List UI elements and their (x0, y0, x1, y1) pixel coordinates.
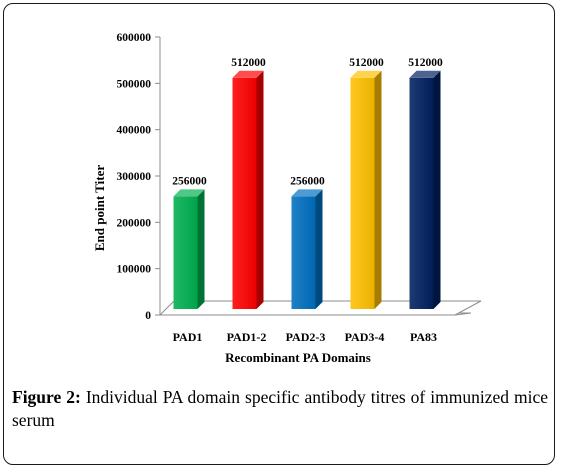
figure-frame (3, 3, 555, 465)
bar-chart: 0 100000 200000 300000 400000 500000 600000 25… (92, 32, 482, 365)
bar-front (173, 196, 198, 309)
x-tick-label-pad1-2: PAD1-2 (227, 330, 267, 344)
bar-front (291, 196, 316, 309)
y-tick-label: 500000 (117, 78, 152, 90)
bar-pad3-4 (350, 70, 382, 309)
bar-pad1 (173, 189, 205, 309)
bar-side (197, 189, 205, 309)
data-label-pad2-3: 256000 (290, 175, 325, 187)
y-tick-label: 400000 (117, 125, 152, 137)
y-axis-label: End point Titer (92, 165, 107, 251)
bar-top (350, 70, 382, 78)
x-tick-label-pad2-3: PAD2-3 (286, 330, 326, 344)
bar-front (232, 77, 257, 309)
bar-side (374, 70, 382, 309)
chart: 0 100000 200000 300000 400000 500000 600000 25… (92, 32, 482, 365)
figure-caption: Figure 2: Individual PA domain specific … (12, 386, 548, 432)
bar-side (315, 189, 323, 309)
data-label-pad3-4: 512000 (349, 57, 384, 69)
bar-pad2-3 (291, 189, 323, 309)
bar-top (291, 189, 323, 197)
figure-caption-text: Individual PA domain specific antibody t… (12, 387, 548, 430)
x-tick-label-pad1: PAD1 (173, 330, 203, 344)
figure-caption-label: Figure 2: (12, 387, 81, 407)
data-label-pad1: 256000 (172, 175, 207, 187)
x-tick-label-pa83: PA83 (410, 330, 437, 344)
x-axis-label: Recombinant PA Domains (225, 350, 371, 365)
y-tick-label: 600000 (117, 32, 152, 44)
bar-top (173, 189, 205, 197)
y-tick-label: 0 (145, 310, 151, 322)
bar-top (409, 70, 441, 78)
bar-side (433, 70, 441, 309)
y-tick-label: 200000 (117, 217, 152, 229)
data-label-pad1-2: 512000 (231, 57, 266, 69)
x-tick-label-pad3-4: PAD3-4 (345, 330, 385, 344)
data-label-pa83: 512000 (408, 57, 443, 69)
bar-top (232, 70, 264, 78)
y-tick-label: 100000 (117, 264, 152, 276)
bar-front (350, 77, 375, 309)
bar-pad1-2 (232, 70, 264, 309)
bar-side (256, 70, 264, 309)
bar-front (409, 77, 434, 309)
y-tick-label: 300000 (117, 171, 152, 183)
bar-pa83 (409, 70, 441, 309)
